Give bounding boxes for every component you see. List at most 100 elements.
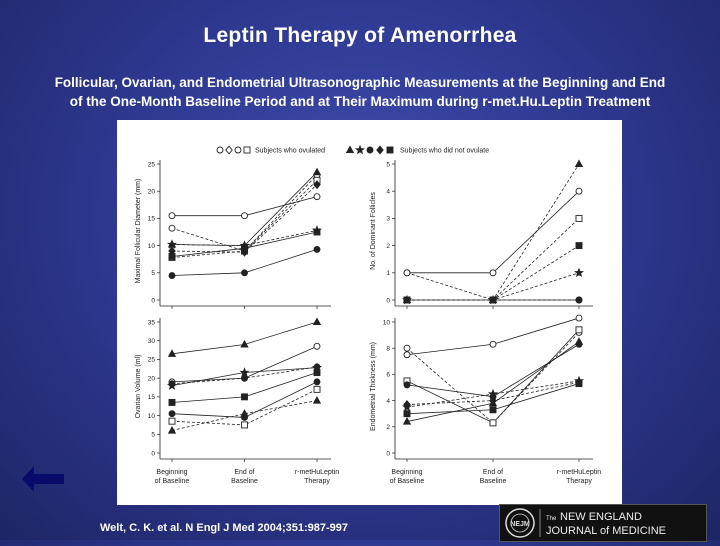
data-point [239, 367, 250, 377]
citation: Welt, C. K. et al. N Engl J Med 2004;351… [100, 522, 349, 534]
data-point [241, 244, 248, 252]
y-tick-label: 25 [148, 161, 156, 168]
nejm-seal-text: NEJM [510, 521, 530, 528]
data-point [575, 296, 583, 304]
data-point [313, 193, 321, 201]
figure-svg: Subjects who ovulated Subjects who did no… [135, 144, 601, 485]
data-point [168, 417, 176, 425]
data-point [313, 180, 321, 190]
y-tick-label: 30 [148, 338, 156, 345]
data-point [241, 393, 248, 401]
figure-panel: Subjects who ovulated Subjects who did no… [117, 120, 622, 505]
data-point [402, 417, 412, 425]
legend-marker [234, 146, 242, 154]
y-tick-label: 0 [151, 297, 155, 304]
x-tick-label: Baseline [231, 478, 258, 485]
data-point [489, 269, 497, 277]
data-point [312, 317, 322, 326]
legend-marker [386, 146, 394, 154]
x-tick-label: End of [234, 469, 254, 476]
legend-not-ovulated-label: Subjects who did not ovulate [400, 148, 489, 155]
y-tick-label: 35 [148, 319, 156, 326]
nejm-seal-icon [505, 508, 535, 538]
data-point [489, 296, 497, 304]
data-point [313, 385, 321, 393]
data-point [575, 326, 583, 334]
data-point [312, 167, 322, 176]
y-axis-label: Endometrial Thickness (mm) [370, 342, 377, 431]
logo-line-2: JOURNAL of MEDICINE [546, 525, 666, 537]
y-tick-label: 20 [148, 189, 156, 196]
data-point [168, 380, 176, 388]
data-point [240, 409, 249, 417]
data-point [313, 369, 321, 376]
logo-the: The [546, 516, 557, 522]
data-point [168, 399, 176, 406]
data-point [313, 228, 321, 236]
data-point [403, 410, 411, 418]
legend-marker [216, 146, 224, 154]
legend-marker [243, 146, 251, 154]
data-point [575, 242, 583, 250]
y-tick-label: 3 [386, 216, 390, 223]
x-tick-label: r-metHuLeptin [557, 469, 601, 476]
y-tick-label: 20 [148, 375, 156, 382]
data-point [167, 426, 177, 434]
data-point [168, 272, 176, 279]
y-tick-label: 6 [386, 372, 390, 379]
y-tick-label: 15 [148, 394, 156, 401]
data-point [240, 339, 249, 348]
y-axis-label: Ovarian Volume (ml) [135, 355, 142, 419]
data-point [403, 269, 411, 277]
data-point [403, 381, 411, 389]
data-point [313, 342, 321, 350]
y-tick-label: 0 [386, 297, 390, 304]
x-tick-label: End of [483, 469, 503, 476]
y-tick-label: 15 [148, 216, 156, 223]
data-point [168, 224, 176, 232]
y-tick-label: 4 [386, 398, 390, 405]
y-axis-label: No. of Dominant Follicles [370, 192, 377, 270]
slide-subtitle: Follicular, Ovarian, and Endometrial Ult… [10, 73, 710, 111]
x-tick-label: r-metHuLeptin [295, 469, 339, 476]
subtitle-line-1: Follicular, Ovarian, and Endometrial Ult… [54, 75, 666, 90]
y-tick-label: 25 [148, 357, 156, 364]
series-line [171, 321, 318, 355]
data-point [489, 396, 497, 406]
legend-marker [355, 144, 365, 155]
back-arrow-icon[interactable] [22, 466, 66, 492]
legend-marker [366, 146, 374, 154]
data-point [575, 314, 583, 322]
data-point [168, 410, 176, 418]
data-point [403, 344, 411, 352]
data-point [313, 363, 321, 371]
y-tick-label: 0 [151, 450, 155, 457]
y-tick-label: 5 [151, 432, 155, 439]
data-point [575, 377, 583, 387]
x-tick-label: Therapy [566, 478, 592, 485]
data-point [241, 421, 248, 429]
data-point [575, 187, 583, 195]
series-line [171, 171, 318, 247]
x-tick-label: Beginning [156, 469, 187, 476]
data-point [403, 400, 411, 410]
data-point [313, 378, 321, 386]
data-point [168, 212, 176, 220]
series-line [407, 218, 580, 301]
subtitle-line-2: of the One-Month Baseline Period and at … [69, 94, 651, 109]
data-point [489, 419, 497, 427]
x-tick-label: Baseline [480, 478, 507, 485]
x-tick-label: of Baseline [155, 478, 190, 485]
x-tick-label: of Baseline [390, 478, 425, 485]
y-tick-label: 5 [151, 270, 155, 277]
series-line [406, 317, 580, 356]
y-axis-label: Maximal Follicular Diameter (mm) [135, 179, 142, 284]
data-point [574, 267, 584, 278]
data-point [574, 337, 584, 345]
x-tick-label: Therapy [304, 478, 330, 485]
legend-marker [345, 145, 355, 154]
series-line [407, 163, 580, 301]
y-tick-label: 2 [386, 243, 390, 250]
data-point [489, 340, 497, 348]
data-point [489, 406, 497, 414]
